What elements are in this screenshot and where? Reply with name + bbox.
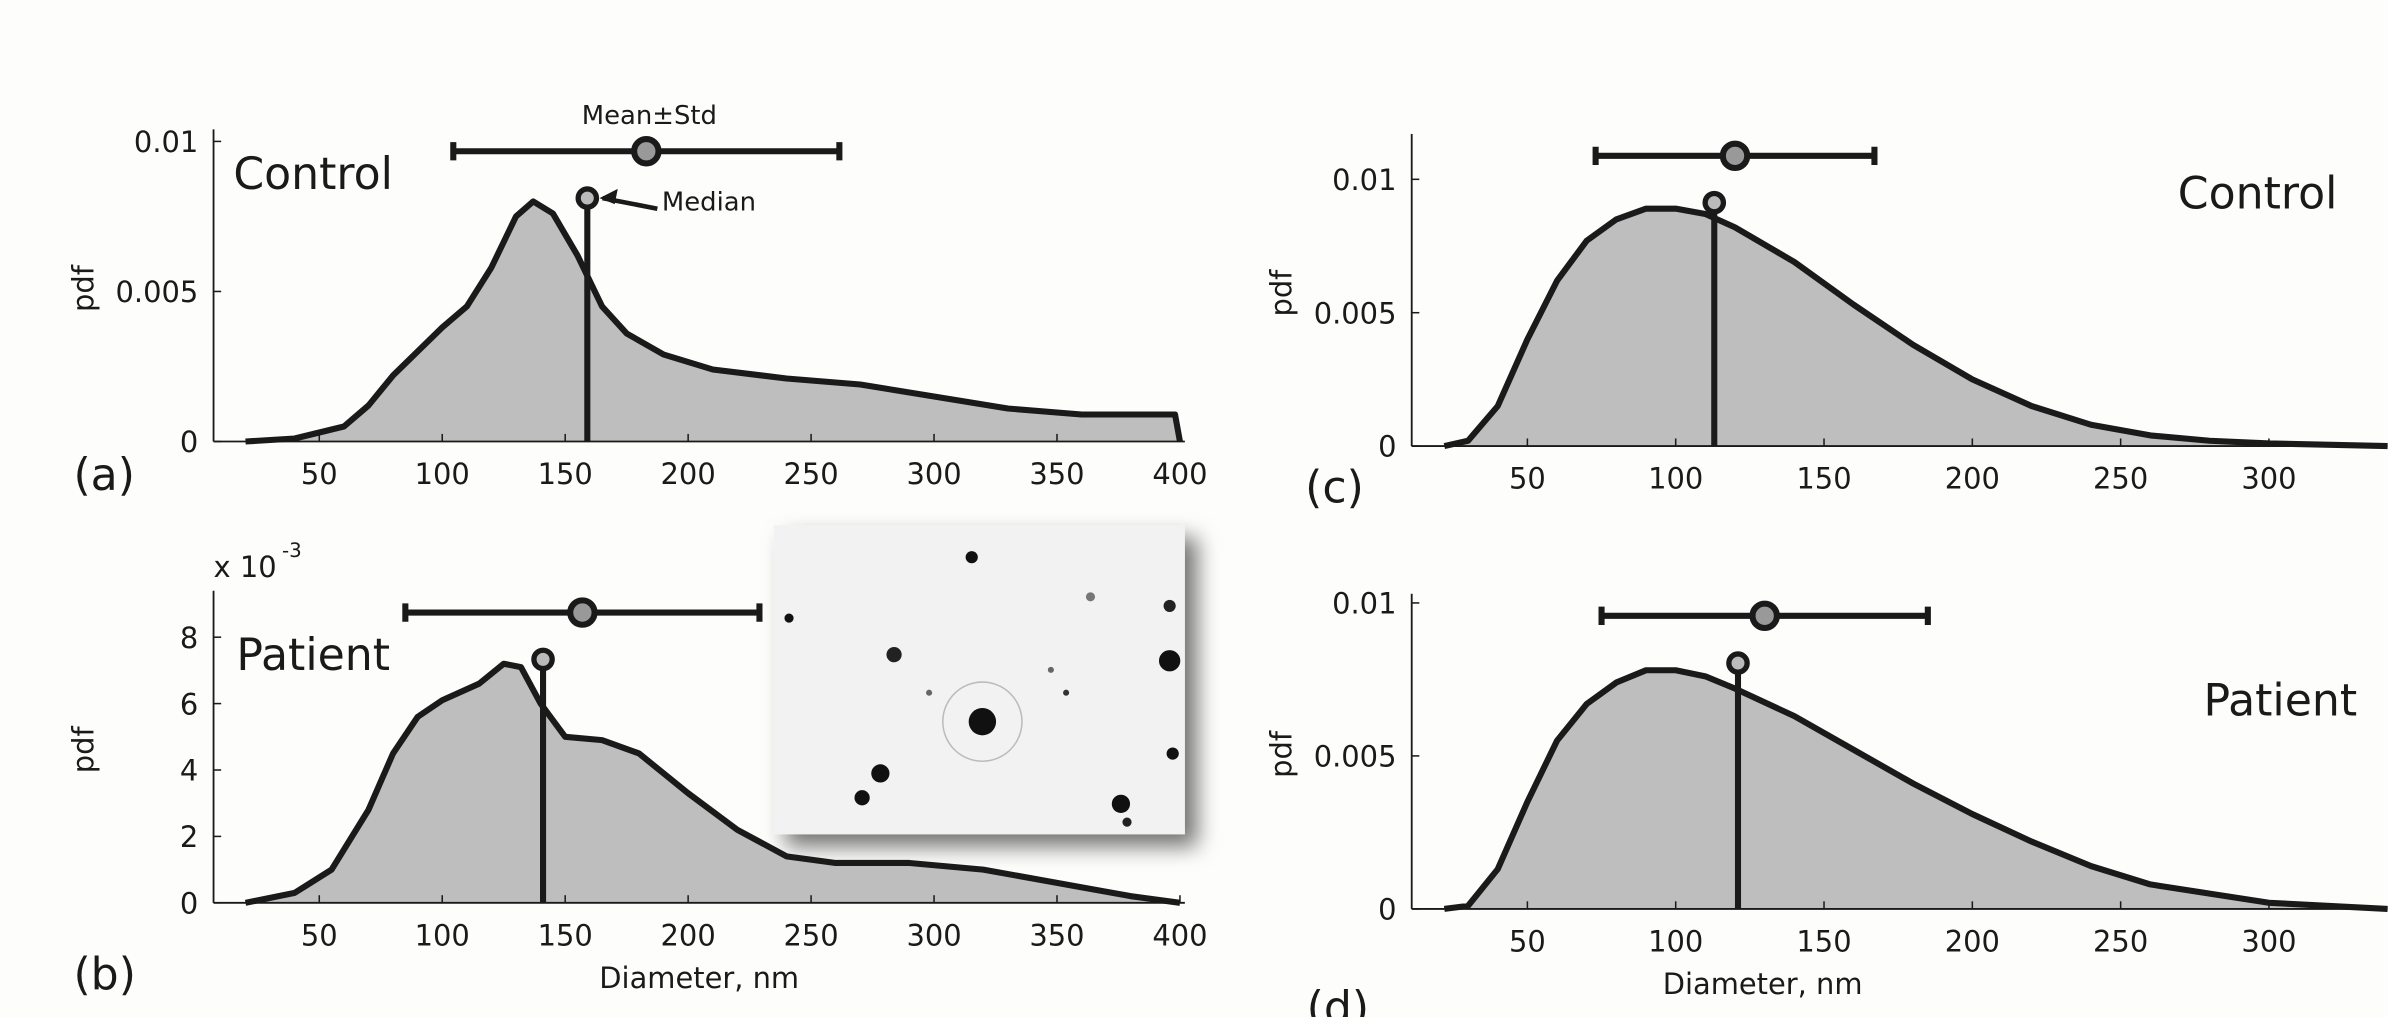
x-tick-label: 250	[2093, 925, 2148, 959]
y-tick-label: 6	[180, 687, 198, 721]
x-tick-label: 400	[1152, 457, 1207, 491]
x-tick-label: 350	[1029, 918, 1084, 952]
y-axis-label: pdf	[1264, 269, 1298, 317]
group-label: Patient	[236, 630, 390, 681]
x-tick-label: 200	[661, 457, 716, 491]
stats-label: Mean±Std	[582, 101, 717, 131]
y-tick-label: 2	[180, 820, 198, 854]
median-label: Median	[662, 187, 756, 217]
inset-micrograph	[773, 525, 1185, 835]
y-tick-label: 0.005	[1314, 740, 1397, 774]
area-fill	[245, 663, 1180, 903]
median-marker	[1726, 651, 1750, 675]
group-label: Patient	[2203, 676, 2357, 727]
x-tick-label: 150	[538, 918, 593, 952]
y-tick-label: 8	[180, 621, 198, 655]
x-tick-label: 300	[2241, 462, 2296, 496]
y-tick-label: 0	[180, 886, 198, 920]
x-tick-label: 150	[1796, 462, 1851, 496]
y-tick-label: 0	[1378, 893, 1396, 927]
x-tick-label: 200	[661, 918, 716, 952]
mean-marker	[567, 597, 598, 628]
y-tick-label: 0	[1378, 430, 1396, 464]
x-tick-label: 300	[2241, 925, 2296, 959]
x-tick-label: 100	[1648, 462, 1703, 496]
area-fill	[1444, 670, 2388, 909]
y-tick-label: 0.01	[1332, 163, 1396, 197]
pdf-curve	[244, 660, 1181, 906]
x-axis-label: Diameter, nm	[1663, 967, 1863, 1001]
median-marker	[575, 186, 600, 210]
mean-marker	[1719, 140, 1751, 172]
x-tick-label: 300	[906, 457, 961, 491]
y-axis-label: pdf	[1264, 730, 1298, 778]
panel-label: (c)	[1305, 462, 1364, 513]
x-tick-label: 200	[1945, 925, 2000, 959]
median-arrowhead	[599, 188, 618, 205]
x-tick-label: 150	[1796, 925, 1851, 959]
median-marker	[1702, 190, 1727, 215]
pdf-curve	[245, 198, 1183, 445]
x-tick-label: 50	[1509, 925, 1546, 959]
x-tick-label: 150	[538, 457, 593, 491]
x-tick-label: 50	[301, 918, 338, 952]
x-axis-label: Diameter, nm	[599, 961, 799, 995]
y-axis-label: pdf	[66, 264, 100, 312]
y-tick-label: 0.01	[134, 125, 198, 159]
x-tick-label: 50	[1509, 462, 1546, 496]
y-multiplier: x 10	[214, 550, 277, 584]
y-tick-label: 0	[180, 425, 198, 459]
panel-label: (b)	[73, 950, 135, 1001]
y-tick-label: 0.01	[1332, 587, 1396, 621]
x-tick-label: 50	[301, 457, 338, 491]
y-multiplier-exponent: -3	[282, 539, 302, 562]
area-fill	[1444, 208, 2388, 447]
x-tick-label: 300	[906, 918, 961, 952]
x-tick-label: 250	[783, 918, 838, 952]
x-tick-label: 200	[1945, 462, 2000, 496]
group-label: Control	[2178, 169, 2338, 220]
mean-marker	[1749, 600, 1780, 632]
mean-marker	[631, 136, 662, 167]
x-tick-label: 100	[415, 918, 470, 952]
x-tick-label: 250	[783, 457, 838, 491]
panel-label: (d)	[1307, 983, 1369, 1017]
y-tick-label: 4	[180, 754, 198, 788]
y-tick-label: 0.005	[116, 275, 199, 309]
y-tick-label: 0.005	[1314, 296, 1397, 330]
panel-label: (a)	[73, 450, 135, 501]
median-marker	[531, 647, 555, 672]
x-tick-label: 100	[415, 457, 470, 491]
x-tick-label: 100	[1648, 925, 1703, 959]
x-tick-label: 400	[1152, 918, 1207, 952]
x-tick-label: 350	[1029, 457, 1084, 491]
area-fill	[245, 201, 1180, 442]
group-label: Control	[233, 149, 393, 200]
x-tick-label: 250	[2093, 462, 2148, 496]
y-axis-label: pdf	[66, 726, 100, 774]
pdf-curve	[1443, 205, 2388, 450]
